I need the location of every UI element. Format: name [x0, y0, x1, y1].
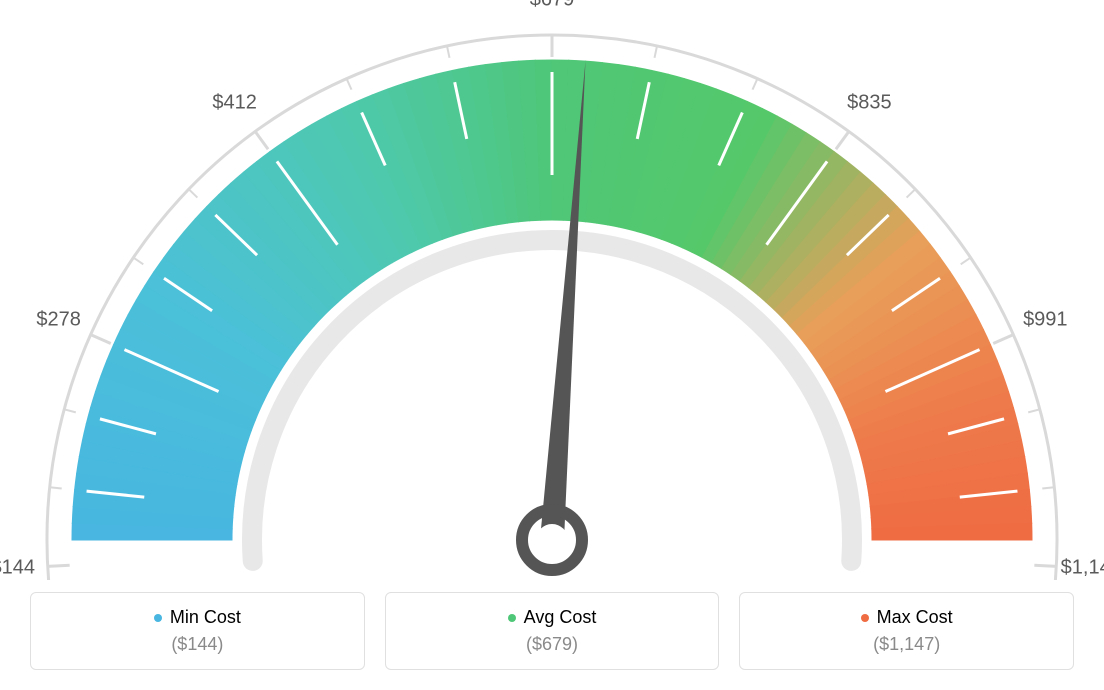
legend-label-max: Max Cost — [877, 607, 953, 628]
legend-value-min: ($144) — [41, 634, 354, 655]
legend-dot-max — [861, 614, 869, 622]
legend-title-min: Min Cost — [154, 607, 241, 628]
gauge-tick-label: $991 — [1023, 309, 1068, 332]
legend-card-avg: Avg Cost ($679) — [385, 592, 720, 670]
legend-value-max: ($1,147) — [750, 634, 1063, 655]
gauge-tick-label: $835 — [847, 92, 892, 115]
legend-label-avg: Avg Cost — [524, 607, 597, 628]
gauge-tick-label: $412 — [212, 92, 257, 115]
legend-title-avg: Avg Cost — [508, 607, 597, 628]
gauge-svg — [0, 0, 1104, 580]
gauge-tick-label: $278 — [36, 309, 81, 332]
gauge-tick-label: $679 — [530, 0, 575, 12]
gauge-tick-label: $144 — [0, 557, 35, 580]
legend-card-max: Max Cost ($1,147) — [739, 592, 1074, 670]
legend-card-min: Min Cost ($144) — [30, 592, 365, 670]
legend-label-min: Min Cost — [170, 607, 241, 628]
gauge-chart: $144$278$412$679$835$991$1,147 — [0, 0, 1104, 560]
gauge-tick-label: $1,147 — [1061, 557, 1104, 580]
legend-title-max: Max Cost — [861, 607, 953, 628]
legend-value-avg: ($679) — [396, 634, 709, 655]
legend-dot-avg — [508, 614, 516, 622]
legend-row: Min Cost ($144) Avg Cost ($679) Max Cost… — [0, 592, 1104, 670]
legend-dot-min — [154, 614, 162, 622]
